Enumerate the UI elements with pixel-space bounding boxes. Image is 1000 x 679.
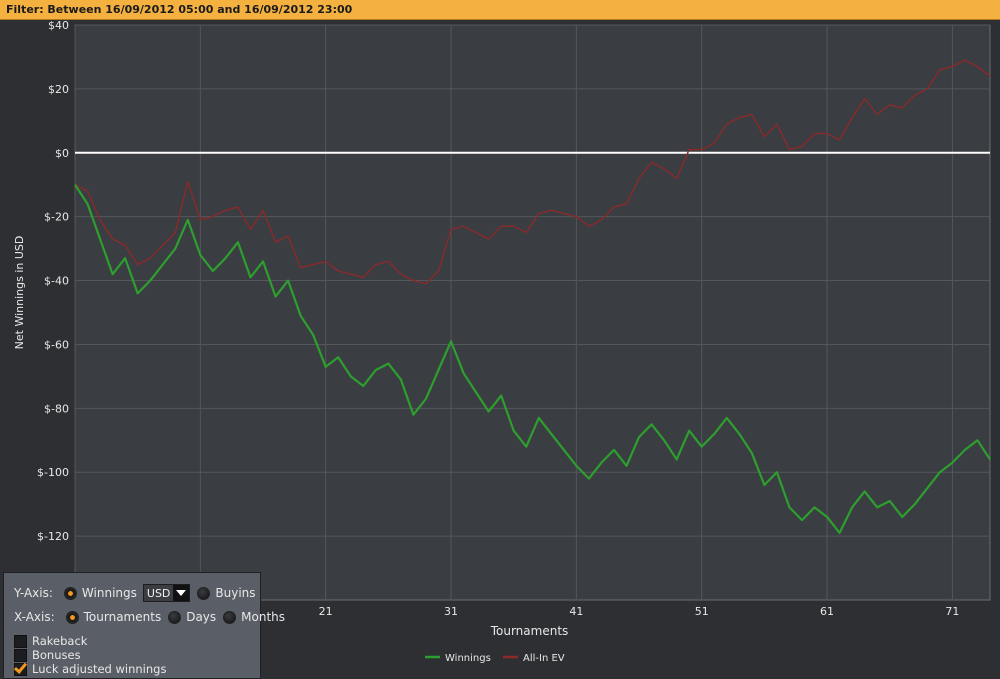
x-tick-label: 31 [444,605,458,618]
y-tick-label: $-120 [37,530,69,543]
x-tick-label: 61 [820,605,834,618]
currency-select-value: USD [146,586,171,600]
x-axis-days-label: Days [186,610,217,624]
chevron-down-icon[interactable] [173,585,190,601]
y-tick-label: $0 [55,147,69,160]
y-tick-label: $-100 [37,466,69,479]
y-tick-label: $-80 [44,402,69,415]
x-axis-tournaments-label: Tournaments [83,610,162,624]
series-group [74,59,991,535]
rakeback-row: Rakeback [14,634,87,648]
x-axis-title: Tournaments [490,624,569,638]
y-tick-label: $-20 [44,211,69,224]
y-axis-winnings-radio[interactable] [63,586,77,600]
x-tick-label: 21 [319,605,333,618]
y-axis-row: Y-Axis: Winnings USD Buyins [14,584,260,602]
net-winnings-chart: $40$20$0$-20$-40$-60$-80$-100$-120111213… [13,20,991,664]
filter-text: Filter: Between 16/09/2012 05:00 and 16/… [6,3,353,16]
y-axis-buyins-label: Buyins [215,586,256,600]
y-tick-label: $20 [48,83,69,96]
x-axis-label: X-Axis: [14,610,55,624]
luck-adjusted-checkbox[interactable] [14,662,27,676]
x-axis-months-label: Months [241,610,286,624]
y-axis-winnings-label: Winnings [81,586,137,600]
luck-adjusted-row: Luck adjusted winnings [14,662,166,676]
x-axis-months-radio[interactable] [223,610,237,624]
x-axis-days-radio[interactable] [168,610,182,624]
y-axis-label: Y-Axis: [14,586,53,600]
x-tick-label: 71 [945,605,959,618]
x-tick-label: 51 [695,605,709,618]
y-tick-label: $40 [48,20,69,32]
graph-options-panel: Y-Axis: Winnings USD Buyins X-Axis: Tour… [3,572,285,679]
x-tick-label: 41 [569,605,583,618]
rakeback-checkbox[interactable] [14,634,27,648]
legend-label: All-In EV [523,653,565,664]
bonuses-row: Bonuses [14,648,81,662]
bonuses-label: Bonuses [32,648,81,662]
currency-select[interactable]: USD [142,584,191,602]
legend-label: Winnings [445,653,491,664]
filter-bar: Filter: Between 16/09/2012 05:00 and 16/… [0,0,1000,20]
plot-area [74,24,991,601]
winnings-line [74,184,991,535]
y-tick-label: $-60 [44,338,69,351]
luck-adjusted-label: Luck adjusted winnings [32,662,167,676]
y-axis-title: Net Winnings in USD [13,236,26,350]
y-axis-buyins-radio[interactable] [197,586,211,600]
all-in-ev-line [74,59,991,285]
x-axis-row: X-Axis: Tournaments Days Months [14,608,289,626]
x-axis-tournaments-radio[interactable] [65,610,79,624]
rakeback-label: Rakeback [32,634,88,648]
y-tick-label: $-40 [44,275,69,288]
